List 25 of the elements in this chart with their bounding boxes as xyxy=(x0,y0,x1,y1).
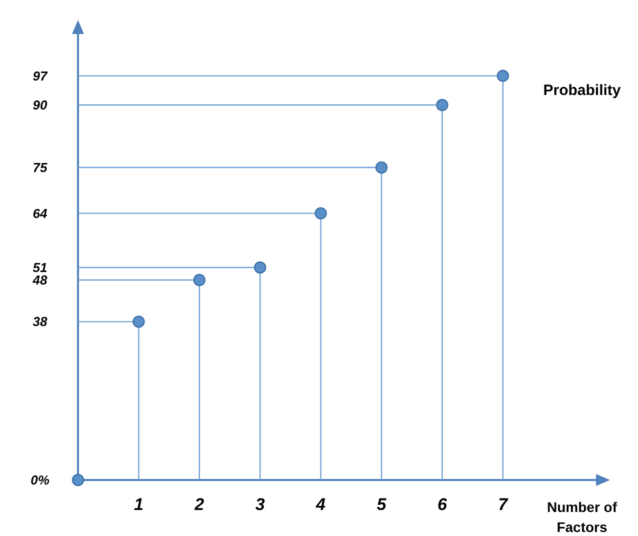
y-tick-label: 48 xyxy=(32,272,48,288)
point xyxy=(496,70,509,82)
y-tick-label: 51 xyxy=(32,260,48,275)
x-tick-label: 7 xyxy=(498,495,510,514)
x-axis-title: Number of Factors xyxy=(547,499,618,535)
point xyxy=(436,98,448,112)
x-tick-label: 6 xyxy=(437,495,448,514)
y-tick-label: 90 xyxy=(32,98,48,112)
point xyxy=(375,161,388,174)
point xyxy=(193,274,206,286)
y-tick-label: 97 xyxy=(32,68,48,84)
x-tick-label: 4 xyxy=(315,495,326,514)
y-tick-label: 75 xyxy=(32,160,48,175)
y-tick-label: 64 xyxy=(32,206,48,221)
y-tick-label: 38 xyxy=(32,314,48,330)
x-tick-label: 5 xyxy=(376,495,387,514)
point xyxy=(132,316,145,328)
point xyxy=(254,261,266,274)
point xyxy=(72,474,84,486)
point xyxy=(314,207,327,220)
y-axis-title: Probability xyxy=(543,82,622,99)
x-tick-label: 2 xyxy=(194,495,205,514)
x-tick-label: 3 xyxy=(255,495,266,514)
y-tick-label: 0% xyxy=(30,472,50,488)
x-tick-label: 1 xyxy=(134,495,144,514)
